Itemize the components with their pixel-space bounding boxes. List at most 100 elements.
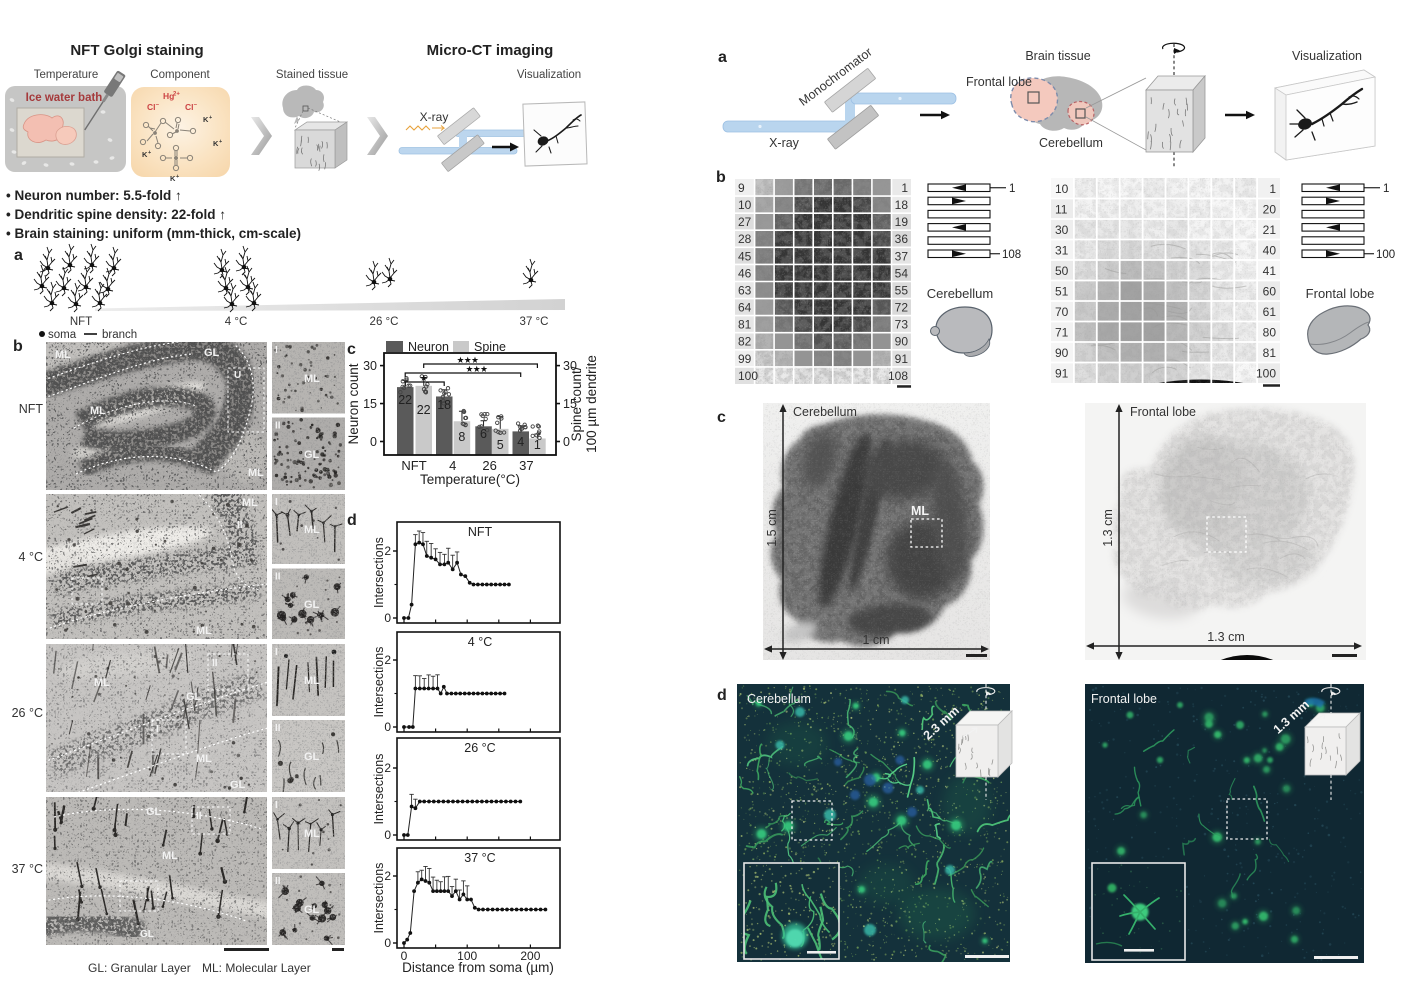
svg-text:a: a [718,49,727,66]
svg-text:Frontal lobe: Frontal lobe [1130,405,1196,419]
svg-text:71: 71 [1055,326,1069,340]
svg-text:100: 100 [1256,367,1276,381]
svg-text:Cl: Cl [185,102,194,112]
svg-text:ML: ML [242,497,258,509]
svg-text:Ice water bath: Ice water bath [26,92,103,104]
svg-text:70: 70 [1055,305,1069,319]
svg-text:10: 10 [1055,182,1069,196]
svg-text:Cerebellum: Cerebellum [927,286,993,301]
svg-text:GL: GL [304,449,320,461]
svg-text:• Neuron number: 5.5-fold ↑: • Neuron number: 5.5-fold ↑ [6,188,182,203]
svg-text:1: 1 [1383,183,1389,195]
svg-text:64: 64 [738,301,752,315]
svg-text:ML: ML [911,504,929,518]
svg-text:Component: Component [150,69,210,81]
svg-text:0: 0 [563,435,570,449]
svg-text:37 °C: 37 °C [520,316,549,328]
svg-text:30: 30 [1055,223,1069,237]
svg-text:I: I [275,497,278,508]
svg-text:63: 63 [738,283,752,297]
svg-text:30: 30 [363,359,377,373]
svg-text:K: K [213,139,219,148]
svg-text:91: 91 [895,352,909,366]
svg-text:+: + [176,174,179,180]
svg-text:1: 1 [1269,182,1276,196]
svg-text:46: 46 [738,266,752,280]
svg-text:18: 18 [895,198,909,212]
svg-text:8: 8 [458,430,465,444]
svg-text:soma: soma [48,329,77,341]
svg-text:26: 26 [482,458,496,473]
svg-text:−: − [156,103,160,109]
svg-text:★★★: ★★★ [457,356,479,365]
svg-text:Spine: Spine [474,340,506,354]
svg-text:b: b [716,169,726,186]
svg-text:NFT: NFT [70,316,92,328]
svg-text:80: 80 [1263,326,1277,340]
svg-text:Frontal lobe: Frontal lobe [966,75,1032,89]
svg-text:2: 2 [384,544,391,558]
svg-text:60: 60 [1263,285,1277,299]
svg-text:1.3 cm: 1.3 cm [1101,509,1115,547]
svg-text:II: II [275,876,281,887]
svg-text:c: c [347,341,356,358]
svg-text:branch: branch [102,329,137,341]
svg-text:37: 37 [895,249,909,263]
svg-text:2: 2 [384,653,391,667]
svg-text:37 °C: 37 °C [464,851,495,865]
svg-text:11: 11 [1055,203,1068,217]
svg-text:II: II [275,421,281,432]
svg-text:ML: ML [90,405,106,417]
svg-text:★★★: ★★★ [466,365,488,374]
svg-text:GL: GL [304,599,320,611]
svg-text:Micro-CT imaging: Micro-CT imaging [427,42,554,59]
svg-text:GL: GL [186,691,202,703]
svg-text:ML: ML [162,850,178,862]
svg-text:81: 81 [1263,346,1277,360]
svg-text:Cerebellum: Cerebellum [1039,136,1103,150]
svg-text:d: d [717,687,727,704]
svg-text:61: 61 [1263,305,1277,319]
svg-text:Frontal lobe: Frontal lobe [1306,286,1375,301]
svg-text:37 °C: 37 °C [12,862,43,876]
svg-text:15: 15 [563,397,577,411]
svg-text:Distance from soma (µm): Distance from soma (µm) [402,960,554,975]
svg-text:51: 51 [1055,285,1069,299]
svg-text:GL: GL [304,904,320,916]
svg-text:Visualization: Visualization [1292,49,1362,63]
svg-text:GL: Granular Layer: GL: Granular Layer [88,961,191,975]
svg-text:II: II [237,520,243,531]
svg-text:40: 40 [1263,244,1277,258]
svg-text:NFT: NFT [468,525,493,539]
svg-text:2: 2 [384,869,391,883]
svg-text:36: 36 [895,232,909,246]
svg-text:II: II [275,572,281,583]
svg-text:99: 99 [738,352,752,366]
svg-text:• Dendritic spine density: 22-: • Dendritic spine density: 22-fold ↑ [6,207,226,222]
svg-text:ML: ML [196,625,212,637]
svg-text:45: 45 [738,249,752,263]
svg-text:50: 50 [1055,264,1069,278]
svg-text:I: I [275,800,278,811]
svg-text:U: U [234,370,241,381]
svg-text:4 °C: 4 °C [468,635,492,649]
svg-text:ML: ML [304,675,320,687]
svg-text:K: K [203,115,209,124]
svg-text:0: 0 [384,611,391,625]
svg-text:• Brain staining: uniform (mm-: • Brain staining: uniform (mm-thick, cm-… [6,226,301,241]
svg-text:30: 30 [563,359,577,373]
svg-text:Hg: Hg [163,91,174,101]
svg-text:54: 54 [895,266,909,280]
svg-text:90: 90 [1055,346,1069,360]
svg-text:19: 19 [895,215,909,229]
svg-text:72: 72 [895,301,909,315]
svg-text:Cl: Cl [147,102,156,112]
svg-text:ML: ML [55,349,71,361]
svg-text:ML: ML [94,677,110,689]
svg-text:0: 0 [384,720,391,734]
svg-text:27: 27 [738,215,752,229]
svg-text:I: I [275,345,278,356]
svg-text:Neuron count: Neuron count [346,363,361,444]
svg-text:X-ray: X-ray [769,136,800,150]
svg-text:GL: GL [140,929,154,940]
